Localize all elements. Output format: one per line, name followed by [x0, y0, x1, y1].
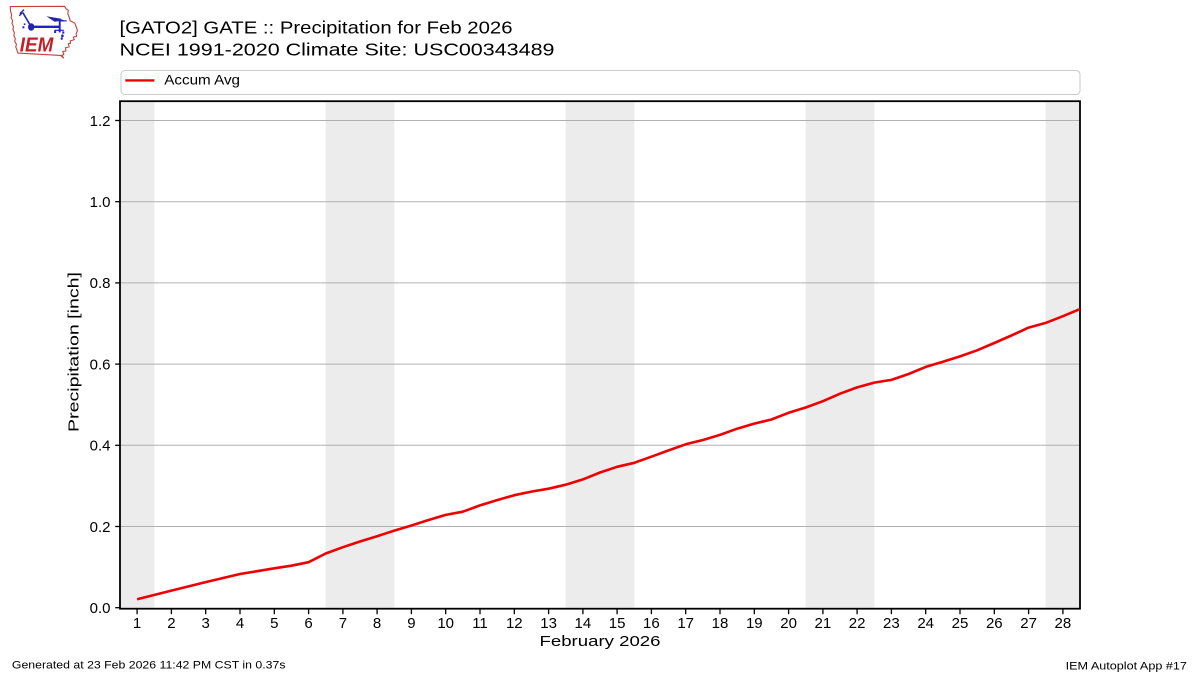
- svg-text:5: 5: [270, 615, 278, 632]
- svg-text:14: 14: [575, 615, 592, 632]
- svg-text:1.2: 1.2: [90, 113, 111, 130]
- svg-text:Generated at 23 Feb 2026 11:42: Generated at 23 Feb 2026 11:42 PM CST in…: [12, 659, 286, 671]
- svg-text:19: 19: [746, 615, 763, 632]
- svg-text:16: 16: [643, 615, 660, 632]
- svg-text:0.2: 0.2: [90, 519, 111, 536]
- svg-text:2: 2: [167, 615, 175, 632]
- svg-text:0.4: 0.4: [90, 438, 111, 455]
- svg-text:7: 7: [339, 615, 347, 632]
- svg-text:24: 24: [917, 615, 934, 632]
- svg-text:22: 22: [849, 615, 866, 632]
- svg-text:18: 18: [712, 615, 729, 632]
- svg-text:27: 27: [1020, 615, 1037, 632]
- svg-text:0.0: 0.0: [90, 600, 111, 617]
- svg-text:Precipitation [inch]: Precipitation [inch]: [66, 272, 83, 432]
- svg-text:Accum Avg: Accum Avg: [164, 72, 240, 87]
- svg-text:12: 12: [506, 615, 523, 632]
- svg-text:4: 4: [236, 615, 244, 632]
- svg-text:15: 15: [609, 615, 626, 632]
- svg-text:20: 20: [780, 615, 797, 632]
- svg-text:[GATO2] GATE :: Precipitation: [GATO2] GATE :: Precipitation for Feb 20…: [120, 17, 513, 37]
- svg-text:February 2026: February 2026: [540, 633, 661, 650]
- svg-text:9: 9: [407, 615, 415, 632]
- svg-text:10: 10: [437, 615, 454, 632]
- svg-text:1.0: 1.0: [90, 194, 111, 211]
- svg-text:13: 13: [540, 615, 557, 632]
- svg-text:17: 17: [677, 615, 694, 632]
- svg-text:8: 8: [373, 615, 381, 632]
- svg-text:28: 28: [1055, 615, 1072, 632]
- svg-text:IEM: IEM: [20, 33, 54, 56]
- svg-text:25: 25: [952, 615, 969, 632]
- svg-text:0.6: 0.6: [90, 356, 111, 373]
- svg-text:6: 6: [304, 615, 312, 632]
- svg-text:23: 23: [883, 615, 900, 632]
- svg-text:3: 3: [202, 615, 210, 632]
- svg-text:1: 1: [133, 615, 141, 632]
- svg-text:11: 11: [472, 615, 488, 632]
- svg-text:NCEI 1991-2020 Climate Site: U: NCEI 1991-2020 Climate Site: USC00343489: [120, 39, 555, 59]
- svg-text:0.8: 0.8: [90, 275, 111, 292]
- svg-text:21: 21: [815, 615, 832, 632]
- svg-text:IEM Autoplot App #17: IEM Autoplot App #17: [1066, 660, 1187, 672]
- svg-text:26: 26: [986, 615, 1003, 632]
